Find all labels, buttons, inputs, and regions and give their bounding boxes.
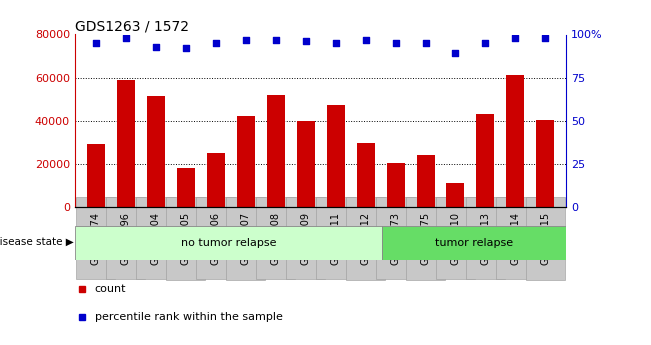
Bar (357, 144, 374, 207)
Point (510, 35, 521, 41)
Bar (387, 163, 404, 207)
Point (391, 40, 401, 46)
Text: GDS1263 / 1572: GDS1263 / 1572 (75, 19, 189, 33)
Point (300, 39, 311, 44)
Point (150, 44, 161, 49)
Point (480, 40, 491, 46)
Bar (536, 120, 555, 207)
Point (540, 35, 551, 41)
Bar (117, 80, 135, 207)
Point (331, 40, 341, 46)
Point (421, 40, 431, 46)
Point (90, 40, 101, 46)
Bar (477, 114, 495, 207)
Bar (447, 183, 464, 207)
Bar (146, 96, 165, 207)
Point (120, 35, 131, 41)
Point (270, 37, 281, 42)
Point (240, 37, 251, 42)
Point (450, 51, 461, 56)
Bar (417, 155, 434, 207)
Bar (87, 145, 105, 207)
Bar (75, 226, 382, 260)
Text: no tumor relapse: no tumor relapse (181, 238, 276, 248)
Point (361, 37, 371, 42)
Bar (506, 76, 525, 207)
Text: tumor relapse: tumor relapse (435, 238, 513, 248)
Bar (382, 226, 566, 260)
Bar (327, 105, 344, 207)
Point (180, 46, 191, 51)
Text: count: count (94, 284, 126, 294)
Bar (177, 168, 195, 207)
Bar (297, 121, 314, 207)
Bar (267, 95, 284, 207)
Point (210, 40, 221, 46)
Text: percentile rank within the sample: percentile rank within the sample (94, 312, 283, 322)
Bar (237, 117, 255, 207)
Text: disease state ▶: disease state ▶ (0, 237, 74, 246)
Bar (207, 153, 225, 207)
